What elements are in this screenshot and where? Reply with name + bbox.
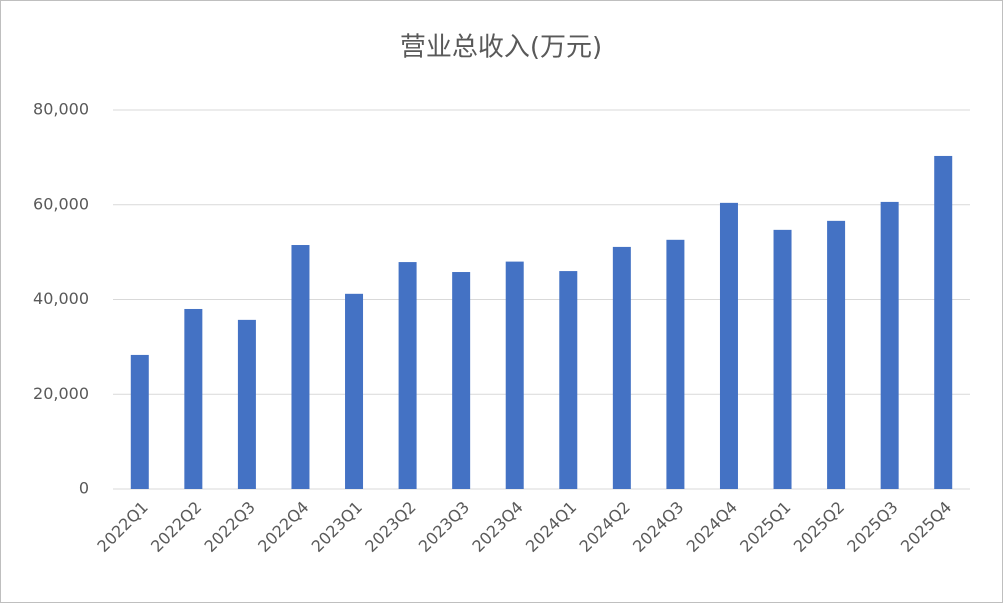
bar [559,271,578,489]
y-tick-label: 0 [79,479,89,498]
chart-title: 营业总收入(万元) [400,33,602,63]
bar [237,319,256,489]
bar [505,261,524,489]
y-tick-label: 20,000 [33,384,89,403]
bar [612,246,631,489]
bar [827,220,846,490]
bar [398,262,417,489]
bar [184,308,203,489]
y-tick-label: 60,000 [33,194,89,213]
bar [291,245,310,489]
bar [880,201,899,489]
bar [719,202,738,490]
bar [666,239,685,489]
bar [934,155,953,490]
bar [452,272,471,489]
bar [345,293,364,489]
bar [773,229,792,489]
y-tick-label: 80,000 [33,100,89,119]
bar [130,354,149,489]
y-tick-label: 40,000 [33,289,89,308]
